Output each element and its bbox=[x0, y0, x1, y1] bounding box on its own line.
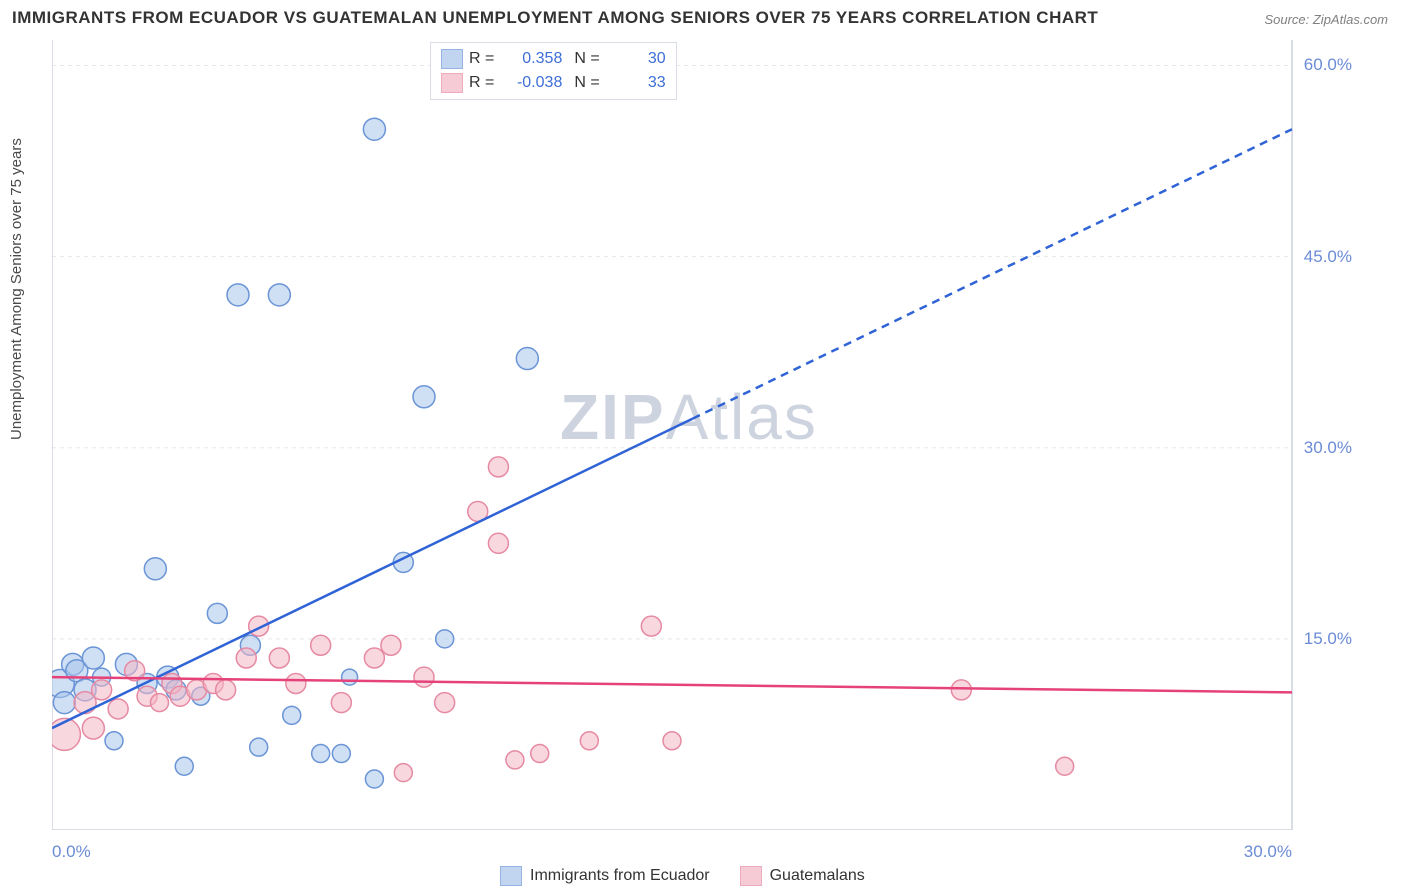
correlation-legend: R = 0.358 N = 30 R = -0.038 N = 33 bbox=[430, 42, 677, 100]
legend-item-guatemalan: Guatemalans bbox=[740, 866, 865, 886]
n-value: 30 bbox=[606, 50, 666, 68]
swatch-icon bbox=[740, 866, 762, 886]
y-tick-label: 15.0% bbox=[1304, 629, 1352, 649]
swatch-icon bbox=[441, 73, 463, 93]
n-prefix: N = bbox=[574, 74, 599, 92]
legend-item-ecuador: Immigrants from Ecuador bbox=[500, 866, 710, 886]
r-value: 0.358 bbox=[502, 50, 562, 68]
n-value: 33 bbox=[606, 74, 666, 92]
x-tick-label: 0.0% bbox=[52, 842, 91, 862]
legend-row-ecuador: R = 0.358 N = 30 bbox=[441, 47, 666, 71]
n-prefix: N = bbox=[574, 50, 599, 68]
y-tick-label: 30.0% bbox=[1304, 438, 1352, 458]
swatch-icon bbox=[441, 49, 463, 69]
swatch-icon bbox=[500, 866, 522, 886]
y-tick-label: 60.0% bbox=[1304, 55, 1352, 75]
r-value: -0.038 bbox=[502, 74, 562, 92]
chart-title: IMMIGRANTS FROM ECUADOR VS GUATEMALAN UN… bbox=[12, 8, 1098, 28]
r-prefix: R = bbox=[469, 50, 494, 68]
y-axis-label: Unemployment Among Seniors over 75 years bbox=[8, 138, 25, 440]
legend-row-guatemalan: R = -0.038 N = 33 bbox=[441, 71, 666, 95]
source-label: Source: ZipAtlas.com bbox=[1264, 12, 1388, 27]
x-tick-label: 30.0% bbox=[1244, 842, 1292, 862]
r-prefix: R = bbox=[469, 74, 494, 92]
legend-label: Guatemalans bbox=[770, 867, 865, 885]
legend-label: Immigrants from Ecuador bbox=[530, 867, 710, 885]
series-legend: Immigrants from Ecuador Guatemalans bbox=[500, 866, 865, 886]
scatter-chart bbox=[52, 40, 1352, 830]
y-tick-label: 45.0% bbox=[1304, 247, 1352, 267]
